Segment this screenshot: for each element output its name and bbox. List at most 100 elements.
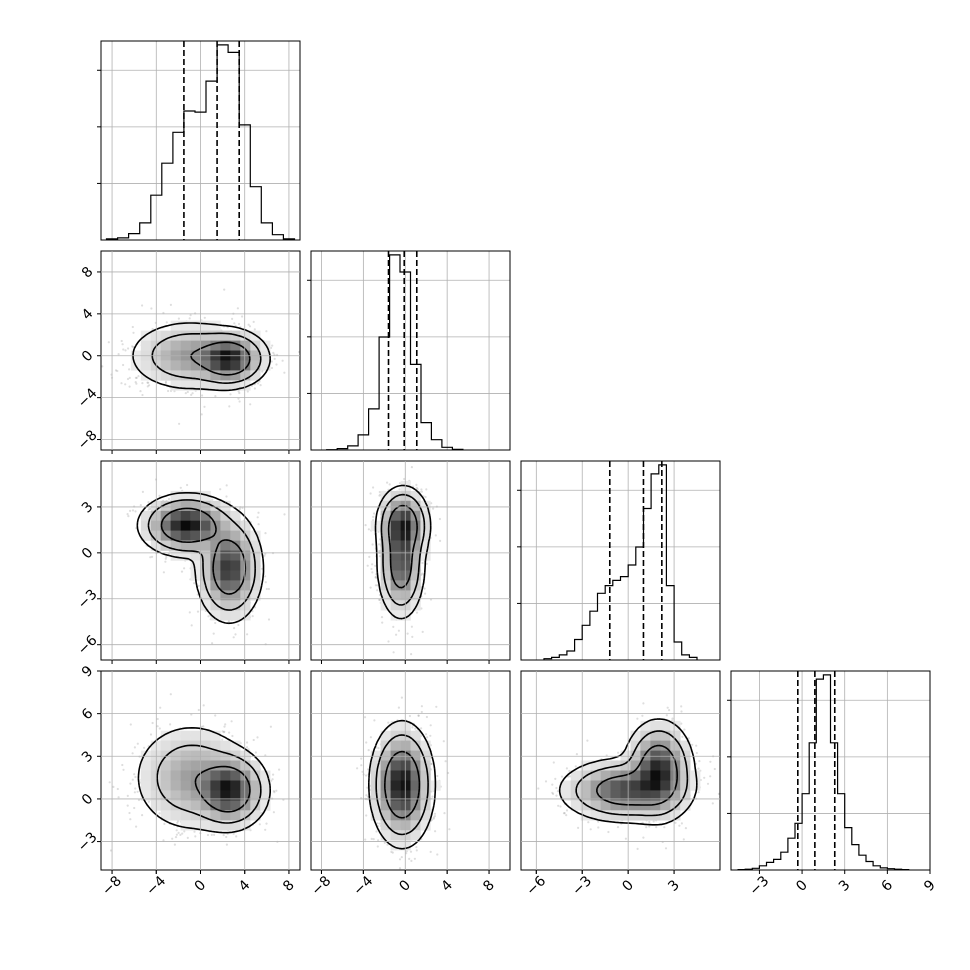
scatter-point [139, 504, 142, 507]
scatter-point [203, 405, 206, 408]
scatter-point [114, 369, 118, 372]
scatter-point [371, 571, 374, 574]
density-bin [170, 550, 181, 561]
density-bin [250, 530, 261, 541]
pair-0-1-panel [100, 250, 301, 454]
scatter-point [251, 615, 254, 618]
density-bin [180, 380, 191, 391]
scatter-point [156, 717, 159, 721]
density-bin [230, 380, 241, 391]
density-bin [250, 360, 261, 371]
density-bin [410, 550, 421, 561]
density-bin [170, 320, 181, 331]
density-bin [170, 520, 181, 531]
density-bin [380, 530, 391, 541]
scatter-point [374, 576, 377, 579]
scatter-point [132, 331, 135, 334]
density-bin [200, 360, 211, 371]
scatter-point [178, 422, 181, 425]
density-bin [190, 510, 201, 522]
scatter-point [273, 791, 276, 794]
contour-level-1 [151, 332, 262, 384]
density-bin [190, 340, 201, 351]
scatter-point [179, 486, 182, 489]
scatter-point [366, 564, 369, 567]
density-bin [170, 530, 181, 541]
scatter-point [381, 621, 384, 624]
scatter-point [264, 532, 267, 535]
density-bin [410, 500, 421, 512]
scatter-point [127, 515, 130, 518]
scatter-point [116, 369, 119, 373]
density-bin [400, 550, 411, 561]
scatter-point [128, 368, 131, 371]
density-bin [190, 500, 201, 512]
density-bin [230, 330, 241, 341]
scatter-point [190, 624, 193, 627]
scatter-point [410, 466, 413, 469]
scatter-point [236, 307, 239, 310]
scatter-point [162, 571, 165, 574]
density-bin [220, 340, 231, 351]
scatter-point [167, 497, 171, 501]
density-bin [230, 510, 241, 522]
scatter-point [410, 653, 413, 656]
density-bin [240, 540, 251, 551]
density-bin [390, 610, 401, 621]
scatter-point [403, 477, 406, 481]
density-bin [180, 550, 191, 561]
density-bin [210, 500, 221, 512]
density-bin [200, 510, 211, 522]
density-bin [400, 540, 411, 551]
density-bin [420, 510, 431, 522]
density-bin [180, 500, 191, 512]
scatter-point [264, 552, 267, 555]
scatter-point [238, 391, 241, 395]
density-bin [380, 590, 391, 601]
scatter-point [126, 377, 130, 381]
scatter-point [281, 359, 284, 362]
scatter-point [233, 627, 236, 630]
density-bin [190, 370, 201, 381]
density-bin [170, 490, 181, 502]
scatter-point [134, 510, 137, 513]
scatter-point [265, 330, 268, 333]
scatter-point [415, 486, 418, 489]
scatter-point [411, 635, 414, 639]
scatter-point [257, 523, 260, 526]
density-bin [220, 550, 231, 561]
density-bin [240, 550, 251, 561]
scatter-point [122, 768, 125, 771]
density-bin [380, 500, 391, 512]
scatter-point [370, 567, 373, 571]
scatter-point [392, 651, 395, 654]
scatter-point [177, 317, 180, 320]
scatter-point [272, 351, 275, 354]
scatter-point [416, 488, 419, 491]
pair-1-2-panel [310, 460, 511, 664]
density-bin [200, 490, 211, 502]
density-bin [240, 330, 251, 341]
scatter-point [164, 381, 167, 385]
scatter-point [141, 490, 144, 493]
scatter-point [186, 483, 189, 487]
density-bin [210, 510, 221, 522]
density-bin [390, 520, 401, 531]
density-bin [390, 580, 401, 591]
density-bin [160, 360, 171, 371]
density-bin [210, 540, 221, 551]
scatter-point [245, 746, 249, 749]
scatter-point [378, 494, 381, 497]
histogram-2-gridlines [521, 461, 720, 660]
scatter-point [128, 385, 131, 388]
scatter-point [132, 345, 135, 349]
density-bin [230, 360, 241, 371]
density-bin [220, 530, 231, 541]
density-bin [190, 530, 201, 541]
density-bin [170, 500, 181, 512]
scatter-point [273, 353, 276, 356]
density-bin [230, 530, 241, 541]
density-bin [230, 550, 241, 561]
contour-level-2 [374, 484, 432, 620]
scatter-point [420, 607, 423, 610]
